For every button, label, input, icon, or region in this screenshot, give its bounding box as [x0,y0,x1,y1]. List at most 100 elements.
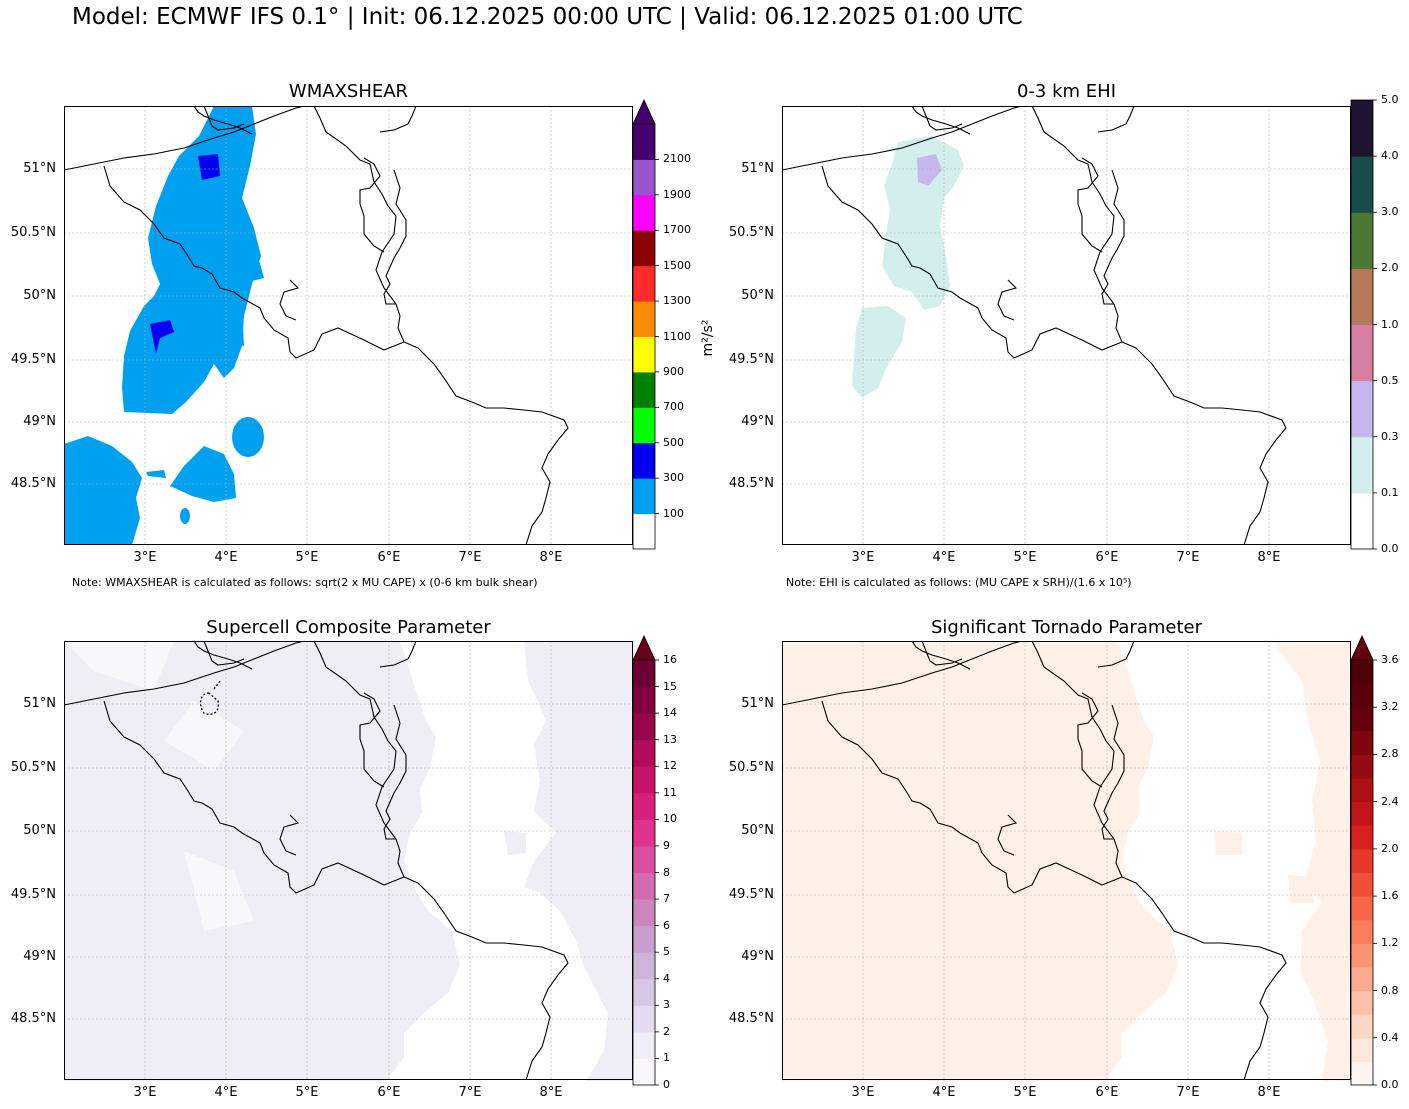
map-frame [782,641,1351,1080]
colorbar-scp [632,635,659,1086]
colorbar-segment-stp [1351,778,1373,803]
lon-label-ehi: 8°E [1257,550,1281,565]
map-frame [64,641,633,1080]
lat-label-ehi: 48.5°N [728,476,774,491]
colorbar-segment-scp [633,1031,655,1059]
colorbar-segment-ehi [1351,268,1373,325]
map-stp[interactable] [782,641,1351,1081]
country-border [193,641,253,670]
country-border [782,641,1023,706]
colorbar-label-wmaxshear: 500 [663,435,684,449]
colorbar-segment-ehi [1351,100,1373,157]
colorbar-label-ehi: 0.5 [1381,373,1399,387]
colorbar-label-scp: 10 [663,812,677,826]
colorbar-label-stp: 1.6 [1381,889,1399,903]
lat-label-scp: 50.5°N [10,760,56,775]
colorbar-segment-stp [1351,896,1373,921]
lat-label-wmaxshear: 50°N [23,288,56,303]
colorbar-segment-stp [1351,1061,1373,1086]
colorbar-wmaxshear [632,99,659,550]
colorbar-label-ehi: 0.0 [1381,542,1399,555]
lon-label-scp: 8°E [539,1085,563,1100]
colorbar-ehi [1350,99,1377,550]
colorbar-segment-wmaxshear [633,407,655,444]
wmaxshear-fill [64,106,264,545]
colorbar-label-wmaxshear: 1500 [663,258,691,272]
lat-label-stp: 51°N [741,696,774,711]
colorbar-segment-scp [633,819,655,847]
colorbar-segment-scp [633,1058,655,1086]
country-border [821,165,1123,359]
country-border [1101,704,1125,840]
lat-label-wmaxshear: 51°N [23,161,56,176]
country-border [1031,641,1287,1081]
country-border [1101,169,1125,305]
country-border [359,157,385,253]
colorbar-segment-wmaxshear [633,301,655,337]
country-border [379,641,417,668]
country-border [997,814,1018,856]
map-wmaxshear[interactable] [64,106,633,545]
colorbar-label-wmaxshear: 1100 [663,329,691,343]
colorbar-segment-stp [1351,1037,1373,1062]
colorbar-segment-stp [1351,848,1373,873]
lat-label-scp: 51°N [23,696,56,711]
colorbar-segment-wmaxshear [633,371,655,408]
colorbar-segment-stp [1351,966,1373,992]
main-title: Model: ECMWF IFS 0.1° | Init: 06.12.2025… [72,4,1023,30]
colorbar-segment-ehi [1351,436,1373,494]
colorbar-label-wmaxshear: 300 [663,471,684,485]
lat-label-ehi: 51°N [741,161,774,176]
colorbar-label-wmaxshear: 2100 [663,152,691,166]
colorbar-segment-scp [633,952,655,980]
colorbar-label-scp: 5 [663,945,670,959]
colorbar-label-wmaxshear: 1700 [663,223,691,237]
colorbar-segment-stp [1351,707,1373,732]
colorbar-segment-ehi [1351,156,1373,213]
colorbar-label-stp: 0.8 [1381,983,1399,997]
colorbar-segment-wmaxshear [633,513,655,550]
country-border [997,279,1018,321]
lat-label-ehi: 50°N [741,288,774,303]
country-border [782,106,1023,171]
map-ehi[interactable] [782,106,1351,545]
ehi-fill [852,136,964,398]
colorbar-label-scp: 8 [663,865,670,879]
lon-label-wmaxshear: 4°E [214,550,238,565]
country-border [383,169,407,305]
lon-label-stp: 5°E [1013,1085,1037,1100]
colorbar-segment-stp [1351,990,1373,1015]
colorbar-segment-wmaxshear [633,336,655,373]
note-ehi: Note: EHI is calculated as follows: (MU … [786,576,1132,589]
colorbar-extend-wmaxshear [632,99,656,125]
lat-label-stp: 50.5°N [728,760,774,775]
colorbar-label-ehi: 1.0 [1381,317,1399,331]
panel-title-ehi: 0-3 km EHI [1016,81,1117,102]
scp-dotted-contour [199,680,221,715]
colorbar-segment-stp [1351,754,1373,779]
lon-label-wmaxshear: 8°E [539,550,563,565]
lon-label-wmaxshear: 5°E [295,550,319,565]
lon-label-wmaxshear: 3°E [133,550,157,565]
country-border [1077,157,1103,253]
colorbar-label-stp: 2.0 [1381,841,1399,855]
colorbar-label-ehi: 2.0 [1381,261,1399,275]
colorbar-label-scp: 13 [663,732,677,746]
colorbar-segment-ehi [1351,492,1373,550]
colorbar-stp [1350,635,1377,1086]
country-border [821,700,1123,894]
country-border [313,106,569,545]
colorbar-label-scp: 4 [663,971,670,985]
colorbar-segment-scp [633,872,655,900]
country-border [359,692,385,788]
lat-label-wmaxshear: 49°N [23,414,56,429]
colorbar-label-wmaxshear: 700 [663,400,684,414]
colorbar-label-wmaxshear: 900 [663,364,684,378]
colorbar-label-scp: 11 [663,785,677,799]
colorbar-segment-scp [633,1005,655,1033]
country-border [64,641,305,706]
lon-label-ehi: 4°E [932,550,956,565]
country-border [279,279,300,321]
lat-label-wmaxshear: 48.5°N [10,476,56,491]
map-scp[interactable] [64,641,633,1081]
